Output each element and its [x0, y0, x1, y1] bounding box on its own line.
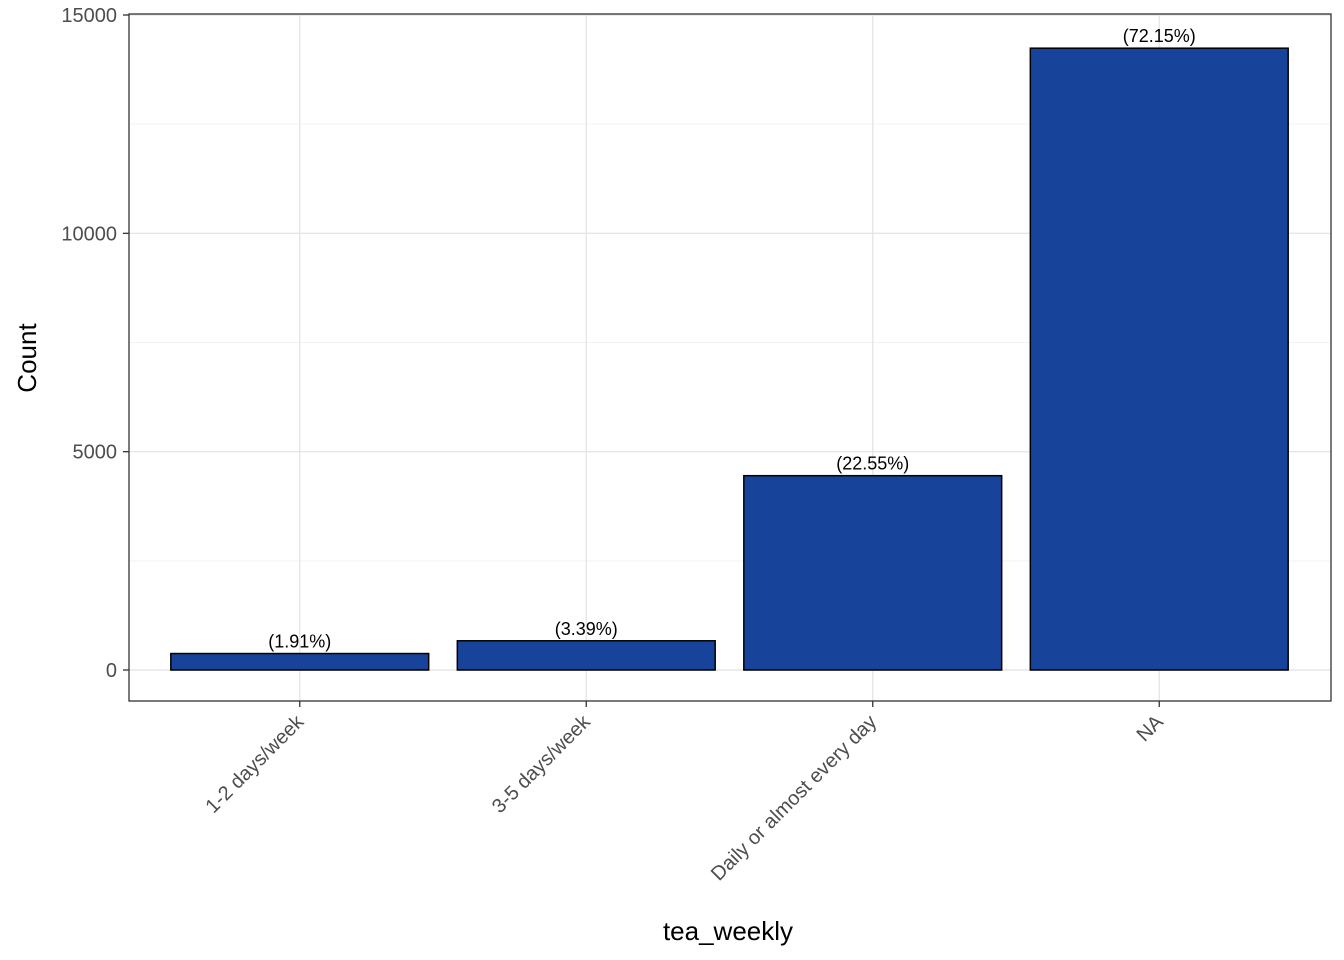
bar — [1029, 47, 1289, 671]
y-tick-label: 15000 — [61, 5, 117, 27]
y-tick-label: 5000 — [73, 442, 118, 464]
bar — [743, 474, 1003, 671]
x-axis-title: tea_weekly — [663, 916, 793, 946]
data-label: (22.55%) — [836, 454, 909, 474]
y-axis-title: Count — [12, 323, 42, 393]
data-label: (72.15%) — [1123, 26, 1196, 46]
panel-border — [128, 13, 1332, 702]
data-label: (1.91%) — [268, 632, 331, 652]
y-axis: 0 5000 10000 15000 — [61, 5, 129, 682]
y-tick-label: 10000 — [61, 223, 117, 245]
bars-group: (1.91%) (3.39%) (22.55%) (72.15%) — [170, 26, 1289, 671]
y-tick-label: 0 — [106, 660, 117, 682]
data-label: (3.39%) — [555, 619, 618, 639]
bar — [170, 652, 430, 671]
bar — [456, 640, 716, 671]
